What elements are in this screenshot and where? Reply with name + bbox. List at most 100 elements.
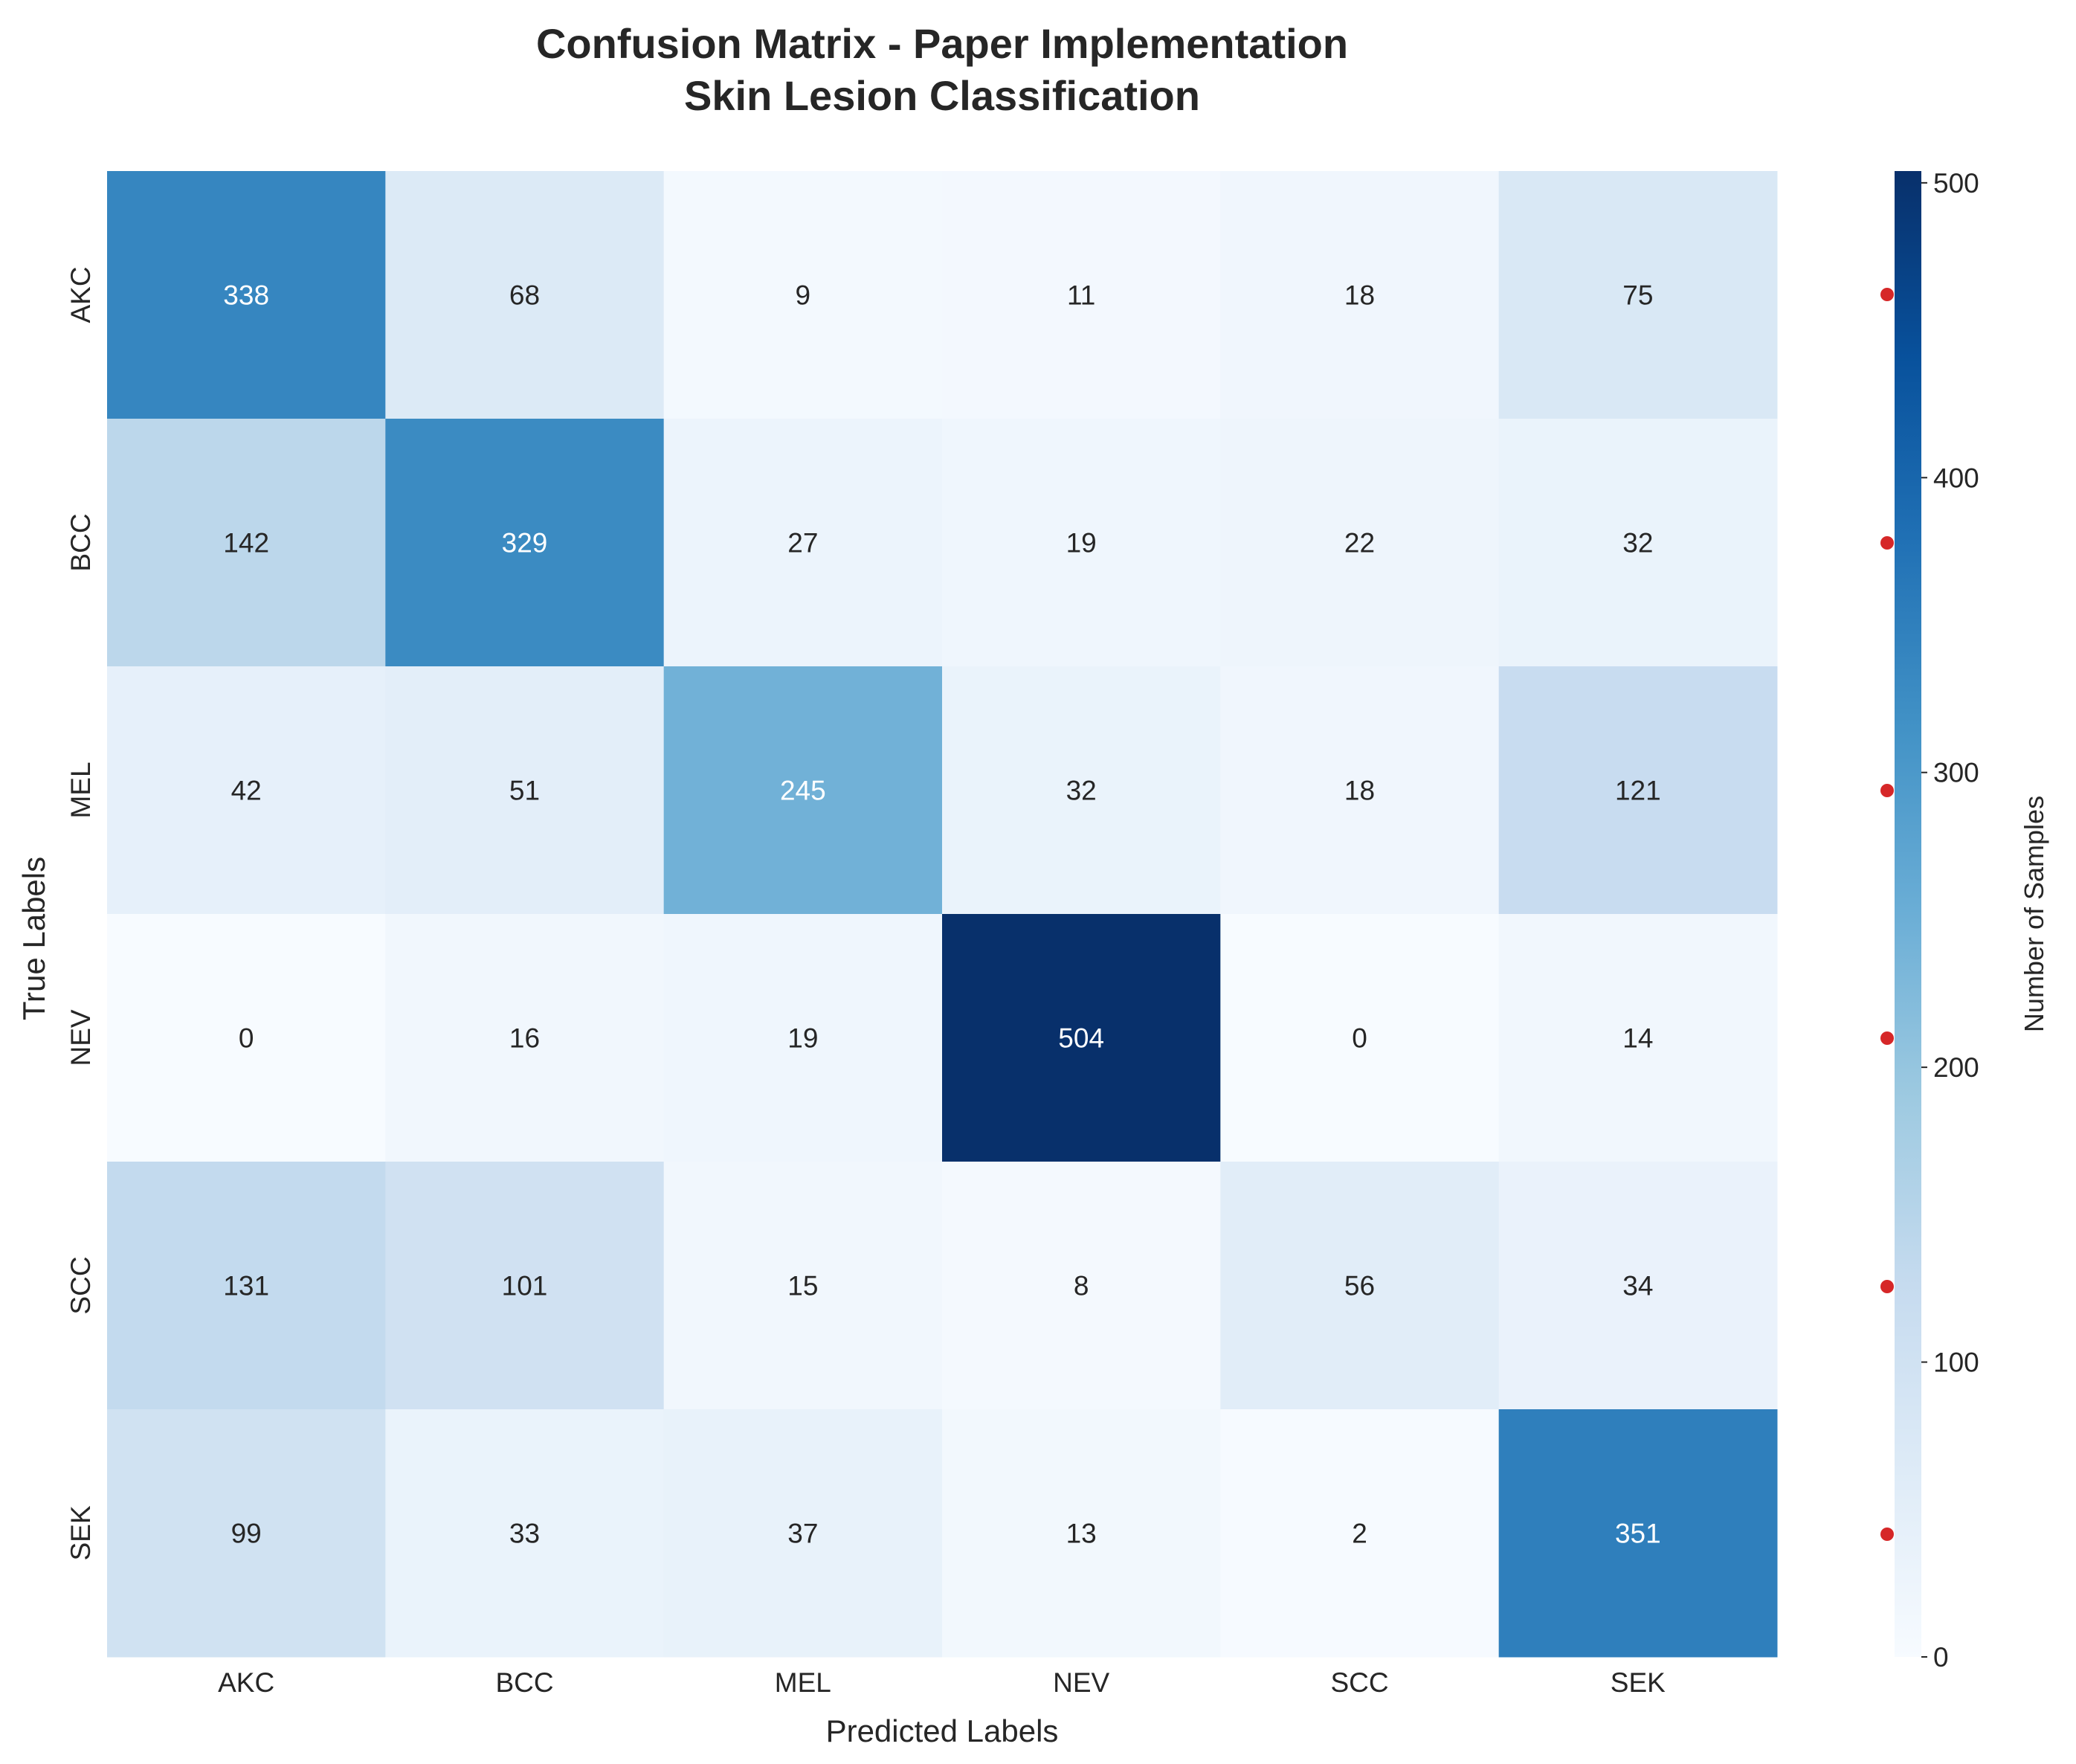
y-tick-label: SEK [65, 1505, 96, 1560]
x-tick-label: NEV [1053, 1667, 1109, 1698]
colorbar-ticks: 0 100 200 300 400 500 [1921, 168, 1979, 1673]
heatmap-cell [663, 666, 943, 915]
cell-value-label: 32 [1622, 528, 1653, 559]
heatmap-cell [107, 171, 386, 419]
cell-value-label: 42 [231, 776, 262, 806]
heatmap-cell [385, 171, 665, 419]
heatmap-cells [107, 171, 1778, 1658]
x-axis-tick-labels: AKC BCC MEL NEV SCC SEK [218, 1667, 1666, 1698]
heatmap-cell [1498, 171, 1778, 419]
cell-value-label: 142 [223, 528, 269, 559]
heatmap-cell [663, 914, 943, 1162]
cell-value-label: 18 [1344, 776, 1375, 806]
cell-value-label: 51 [509, 776, 540, 806]
y-tick-label: BCC [65, 513, 96, 571]
cell-value-label: 37 [787, 1519, 818, 1549]
heatmap-cell [1220, 666, 1500, 915]
cell-value-label: 56 [1344, 1271, 1375, 1301]
cell-value-label: 68 [509, 280, 540, 311]
heatmap-cell [1498, 1409, 1778, 1658]
heatmap-cell [385, 419, 665, 667]
heatmap-cell [1498, 914, 1778, 1162]
cell-value-label: 338 [223, 280, 269, 311]
cell-value-label: 18 [1344, 280, 1375, 311]
cell-value-label: 19 [1066, 528, 1097, 559]
y-axis-label: True Labels [16, 857, 51, 1020]
colorbar-tick-label: 400 [1933, 463, 1979, 493]
edge-marker [1880, 288, 1894, 301]
x-tick-label: AKC [218, 1667, 274, 1698]
cell-value-label: 11 [1067, 280, 1095, 311]
heatmap-cell [942, 666, 1221, 915]
heatmap-cell [663, 1162, 943, 1410]
cell-value-label: 16 [509, 1023, 540, 1054]
chart-title-line1: Confusion Matrix - Paper Implementation [536, 20, 1348, 67]
cell-value-label: 27 [787, 528, 818, 559]
edge-marker [1880, 1031, 1894, 1045]
heatmap-cell [385, 1409, 665, 1658]
x-tick-label: MEL [775, 1667, 831, 1698]
colorbar [1895, 171, 1921, 1657]
edge-marker [1880, 784, 1894, 797]
heatmap-cell [385, 914, 665, 1162]
heatmap-cell [107, 1162, 386, 1410]
heatmap-cell [663, 1409, 943, 1658]
y-axis-tick-labels: AKC BCC MEL NEV SCC SEK [65, 266, 96, 1560]
heatmap-cell [1220, 1162, 1500, 1410]
cell-value-label: 245 [780, 776, 826, 806]
edge-marker [1880, 536, 1894, 550]
cell-value-label: 121 [1615, 776, 1661, 806]
heatmap-cell-labels: 338 68 9 11 18 75 142 329 27 19 22 32 42 51 245 32 18 121… [223, 280, 1660, 1549]
cell-value-label: 19 [787, 1023, 818, 1054]
cell-value-label: 0 [239, 1023, 254, 1054]
heatmap-cell [942, 914, 1221, 1162]
heatmap-cell [385, 666, 665, 915]
heatmap-cell [385, 1162, 665, 1410]
y-tick-label: MEL [65, 762, 96, 818]
heatmap-cell [1220, 914, 1500, 1162]
heatmap-cell [942, 1409, 1221, 1658]
heatmap-cell [942, 419, 1221, 667]
x-tick-label: BCC [495, 1667, 553, 1698]
colorbar-tick-label: 0 [1933, 1642, 1949, 1673]
colorbar-tick-label: 300 [1933, 758, 1979, 788]
y-tick-label: SCC [65, 1256, 96, 1314]
cell-value-label: 15 [787, 1271, 818, 1301]
cell-value-label: 8 [1074, 1271, 1089, 1301]
colorbar-tick-label: 200 [1933, 1052, 1979, 1083]
cell-value-label: 75 [1622, 280, 1653, 311]
cell-value-label: 9 [796, 280, 811, 311]
heatmap-cell [942, 171, 1221, 419]
cell-value-label: 101 [502, 1271, 548, 1301]
y-tick-label: NEV [65, 1009, 96, 1066]
cell-value-label: 99 [231, 1519, 262, 1549]
chart-title-line2: Skin Lesion Classification [684, 72, 1200, 119]
heatmap-cell [107, 419, 386, 667]
colorbar-tick-label: 500 [1933, 168, 1979, 199]
cell-value-label: 34 [1622, 1271, 1653, 1301]
cell-value-label: 329 [502, 528, 548, 559]
cell-value-label: 32 [1066, 776, 1097, 806]
heatmap-cell [107, 914, 386, 1162]
x-tick-label: SCC [1330, 1667, 1388, 1698]
cell-value-label: 22 [1344, 528, 1375, 559]
heatmap-cell [1498, 1162, 1778, 1410]
heatmap-cell [1498, 419, 1778, 667]
heatmap-cell [1220, 1409, 1500, 1658]
y-tick-label: AKC [65, 266, 96, 323]
cell-value-label: 131 [223, 1271, 269, 1301]
heatmap-cell [663, 419, 943, 667]
x-axis-label: Predicted Labels [826, 1713, 1059, 1748]
heatmap-cell [1220, 171, 1500, 419]
cell-value-label: 13 [1066, 1519, 1097, 1549]
heatmap-cell [663, 171, 943, 419]
colorbar-label: Number of Samples [2019, 796, 2049, 1032]
colorbar-tick-label: 100 [1933, 1348, 1979, 1378]
heatmap-cell [1220, 419, 1500, 667]
edge-marker [1880, 1280, 1894, 1293]
right-edge-markers [1880, 288, 1894, 1541]
heatmap-cell [107, 666, 386, 915]
cell-value-label: 2 [1352, 1519, 1367, 1549]
cell-value-label: 0 [1352, 1023, 1367, 1054]
